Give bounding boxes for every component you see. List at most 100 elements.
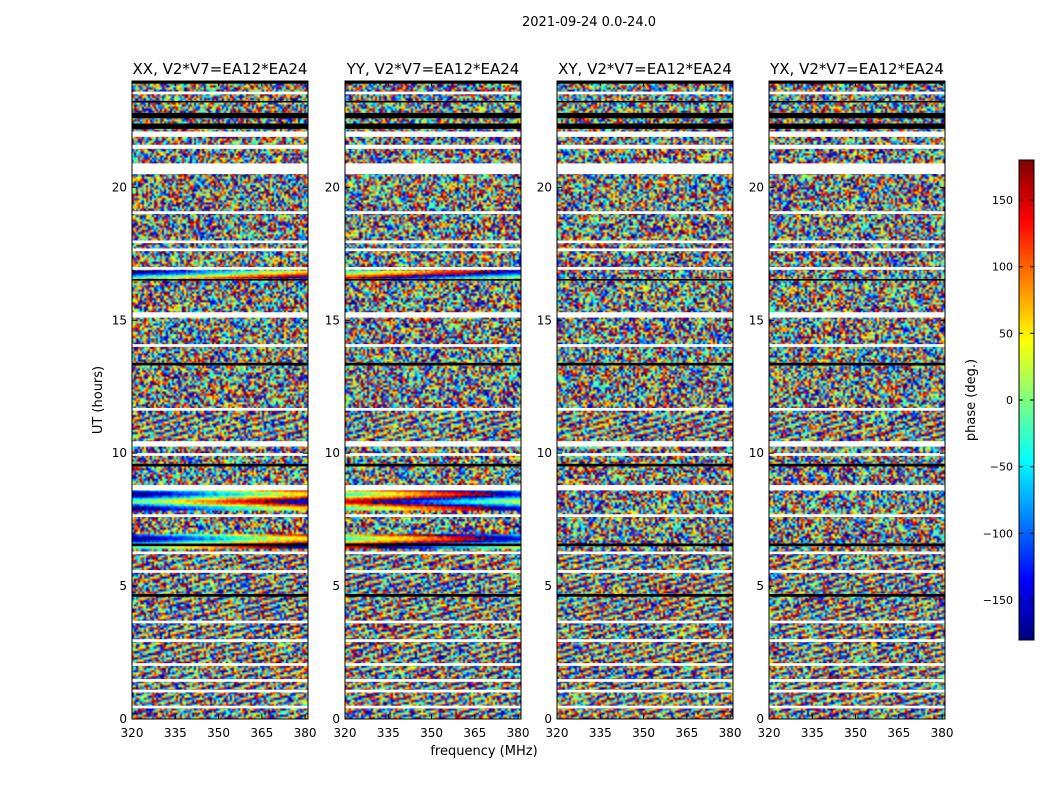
panel-1: YY, V2*V7=EA12*EA24 320 335 350 365 380 0 5 10 15… [325,60,530,740]
dark-band [345,543,521,547]
y-tick-label: 20 [325,180,340,194]
blank-band [769,705,945,709]
dark-band [345,112,521,119]
y-tick-label: 5 [119,579,127,593]
x-tick-label: 365 [463,726,486,740]
panel-2: XY, V2*V7=EA12*EA24 320 335 350 365 380 0 5 10 15… [537,60,742,740]
blank-band [132,211,308,214]
dark-band [132,279,308,281]
colorbar-tick-label: 100 [992,261,1013,274]
x-tick-label: 335 [589,726,612,740]
panel-title: XX, V2*V7=EA12*EA24 [133,60,308,78]
blank-band [769,248,945,252]
x-tick-label: 380 [931,726,954,740]
blank-band [557,453,733,456]
blank-band [132,240,308,244]
blank-band [132,679,308,682]
blank-band [769,240,945,244]
blank-band [132,514,308,517]
blank-band [345,131,521,137]
colorbar: −150 −100 −50 0 50 100 150 [983,159,1035,641]
y-tick-label: 0 [332,712,340,726]
colorbar-tick-label: 50 [999,327,1013,340]
blank-band [769,312,945,318]
blank-band [132,163,308,175]
x-tick-label: 320 [758,726,781,740]
x-tick-label: 350 [207,726,230,740]
blank-band [345,705,521,709]
blank-band [557,441,733,447]
panel-frame [556,80,734,720]
x-tick-label: 380 [719,726,742,740]
blank-band [557,144,733,149]
colorbar-tick-label: −100 [983,527,1013,540]
dark-band [345,594,521,597]
blank-band [345,514,521,517]
blank-band [345,163,521,175]
panel-title: XY, V2*V7=EA12*EA24 [558,60,732,78]
panels: XX, V2*V7=EA12*EA24 320 335 350 365 380 0 5 10 15… [112,60,954,740]
blank-band [132,570,308,573]
blank-band [132,689,308,693]
dark-band [769,81,945,84]
x-tick-label: 335 [801,726,824,740]
blank-band [769,407,945,411]
x-tick-label: 350 [420,726,443,740]
dark-band [557,100,733,103]
dark-band [132,123,308,129]
phase-heatmap [557,81,733,719]
blank-band [345,679,521,682]
x-tick-label: 320 [546,726,569,740]
y-tick-label: 10 [112,446,127,460]
blank-band [132,705,308,709]
x-tick-label: 350 [632,726,655,740]
blank-band [557,91,733,95]
dark-band [557,81,733,84]
blank-band [769,620,945,624]
blank-band [769,551,945,555]
figure-title: 2021-09-24 0.0-24.0 [522,15,656,30]
blank-band [345,248,521,252]
blank-band [345,312,521,318]
x-tick-label: 335 [164,726,187,740]
blank-band [769,679,945,682]
dark-band [345,100,521,103]
blank-band [769,267,945,270]
blank-band [557,570,733,573]
blank-band [345,485,521,491]
dark-band [769,594,945,597]
panel-title: YY, V2*V7=EA12*EA24 [346,60,520,78]
dark-band [557,279,733,281]
x-tick-label: 320 [334,726,357,740]
dark-band [769,463,945,467]
dark-band [769,123,945,129]
blank-band [557,620,733,624]
blank-band [557,551,733,555]
blank-band [345,639,521,642]
blank-band [557,163,733,175]
y-tick-label: 5 [332,579,340,593]
panel-0: XX, V2*V7=EA12*EA24 320 335 350 365 380 0 5 10 15… [112,60,317,740]
x-tick-label: 350 [844,726,867,740]
blank-band [345,267,521,270]
y-tick-label: 0 [544,712,552,726]
blank-band [132,551,308,555]
blank-band [132,453,308,456]
x-tick-label: 335 [377,726,400,740]
dark-band [557,112,733,119]
blank-band [132,485,308,491]
blank-band [132,441,308,447]
blank-band [557,663,733,666]
blank-band [769,144,945,149]
colorbar-tick-label: 0 [1006,394,1013,407]
y-tick-label: 20 [749,180,764,194]
blank-band [557,705,733,709]
dark-band [132,543,308,547]
y-tick-label: 10 [749,446,764,460]
blank-band [557,485,733,491]
y-tick-label: 0 [756,712,764,726]
y-tick-label: 5 [756,579,764,593]
y-tick-label: 15 [537,313,552,327]
blank-band [557,312,733,318]
y-tick-label: 0 [119,712,127,726]
